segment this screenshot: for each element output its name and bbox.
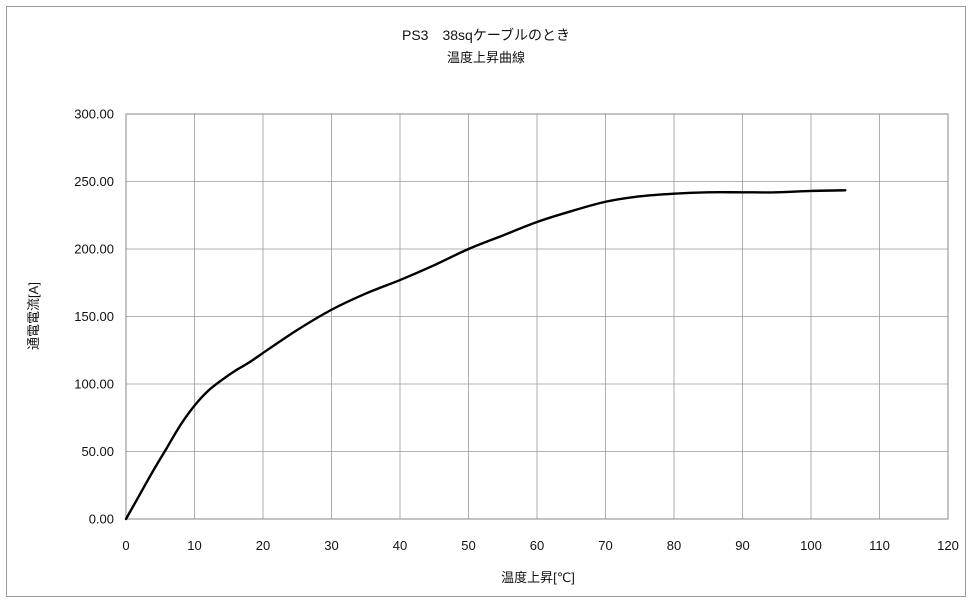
data-point [433,264,436,267]
y-axis-ticks: 0.00 50.00 100.00 150.00 200.00 250.00 300.00 [74,107,114,527]
chart-frame [6,6,966,597]
data-point [296,329,299,331]
x-axis-ticks: 0 10 20 30 40 50 60 70 80 90 100 110 120 [122,538,958,553]
x-tick-label: 80 [667,538,681,553]
data-point [810,189,812,192]
data-point [207,389,210,392]
data-point [248,361,251,364]
series-points [125,189,847,520]
x-tick-label: 40 [393,538,407,553]
data-point [604,200,607,203]
data-point [220,378,223,381]
data-point [193,404,196,407]
data-point [125,518,127,520]
plot-area [125,113,949,520]
data-point [166,446,169,449]
y-tick-label: 100.00 [74,377,114,392]
data-point [399,279,401,282]
data-point [262,351,264,354]
x-tick-label: 100 [800,538,822,553]
y-tick-label: 300.00 [74,107,114,122]
data-point [536,221,538,223]
y-tick-label: 150.00 [74,309,114,324]
data-point [638,195,641,198]
y-axis-label: 通電電流[A] [26,282,41,350]
grid-lines [125,113,949,520]
x-tick-label: 0 [122,538,129,553]
y-tick-label: 50.00 [81,444,114,459]
x-tick-label: 120 [937,538,959,553]
x-tick-label: 90 [735,538,749,553]
data-point [138,493,141,496]
data-point [364,292,367,295]
data-point [330,308,333,311]
y-tick-label: 200.00 [74,242,114,257]
x-tick-label: 70 [598,538,612,553]
x-tick-label: 50 [461,538,475,553]
data-point [501,234,504,237]
data-point [570,210,573,213]
y-tick-label: 0.00 [89,512,114,527]
data-point [234,369,237,372]
data-point [152,469,155,472]
series-line [124,189,847,521]
data-point [741,191,744,194]
x-tick-label: 20 [256,538,270,553]
data-point [775,191,778,194]
chart-title: PS3 38sqケーブルのとき [402,27,570,43]
data-point [844,189,847,192]
data-point [179,423,182,426]
x-tick-label: 60 [530,538,544,553]
data-point [467,248,470,250]
x-tick-label: 110 [869,538,890,553]
x-tick-label: 10 [187,538,201,553]
data-point [673,192,675,195]
chart-subtitle: 温度上昇曲線 [447,50,525,65]
data-point [707,191,710,194]
y-tick-label: 250.00 [74,174,114,189]
x-tick-label: 30 [324,538,338,553]
x-axis-label: 温度上昇[℃] [501,570,575,585]
